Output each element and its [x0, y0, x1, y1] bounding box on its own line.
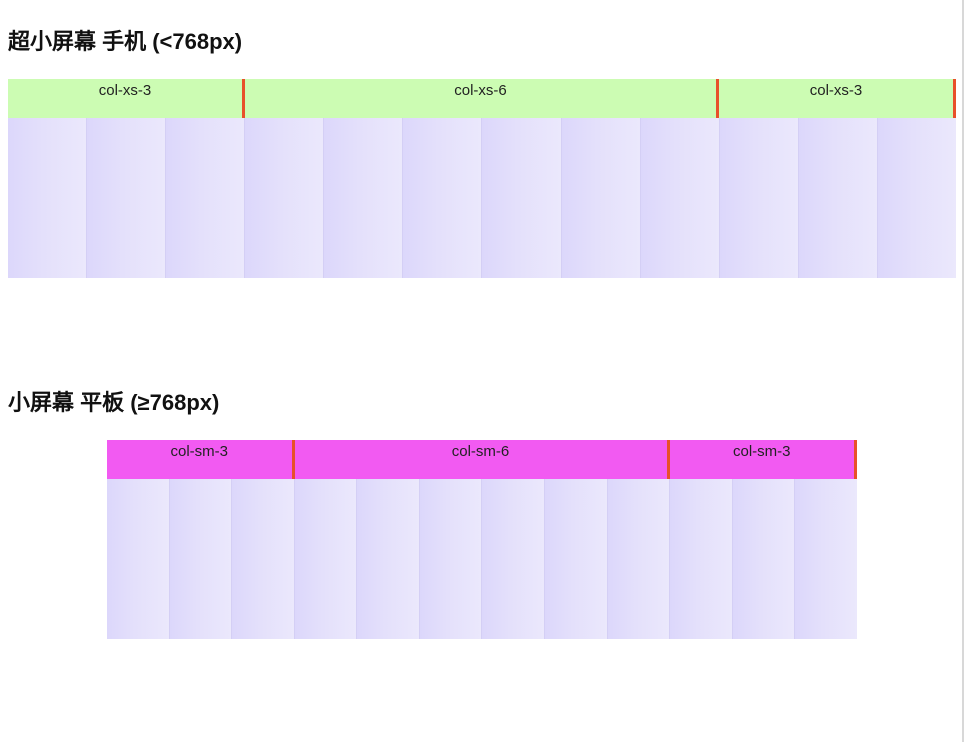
col-sm-3-left: col-sm-3: [107, 440, 295, 479]
grid-stripe: [795, 479, 857, 639]
grid-stripe: [245, 118, 325, 278]
grid-stripe: [561, 118, 641, 278]
grid-stripe: [107, 479, 170, 639]
col-sm-6-center: col-sm-6: [295, 440, 670, 479]
grid-stripe: [732, 479, 796, 639]
grid-stripe: [324, 118, 404, 278]
column-label: col-xs-3: [98, 82, 152, 99]
column-label-row: col-sm-3 col-sm-6 col-sm-3: [107, 440, 857, 479]
grid-stripes-xs: [8, 118, 956, 278]
section-heading-xs: 超小屏幕 手机 (<768px): [8, 29, 243, 54]
column-label: col-xs-3: [809, 82, 863, 99]
grid-stripes-sm: [107, 479, 857, 639]
grid-stripe: [670, 479, 733, 639]
window-edge: [962, 0, 964, 742]
column-label: col-sm-3: [732, 443, 791, 460]
grid-stripe: [545, 479, 608, 639]
grid-stripe: [640, 118, 720, 278]
grid-stripe: [166, 118, 246, 278]
grid-demo-xs: col-xs-3 col-xs-6 col-xs-3: [8, 79, 956, 278]
grid-stripe: [87, 118, 167, 278]
col-xs-6-center: col-xs-6: [245, 79, 719, 118]
grid-stripe: [8, 118, 88, 278]
grid-stripe: [482, 118, 562, 278]
column-label: col-sm-6: [451, 443, 510, 460]
grid-stripe: [403, 118, 483, 278]
column-label: col-sm-3: [170, 443, 228, 460]
col-xs-3-left: col-xs-3: [8, 79, 245, 118]
grid-stripe: [419, 479, 483, 639]
grid-stripe: [607, 479, 671, 639]
grid-stripe: [798, 118, 878, 278]
grid-stripe: [232, 479, 295, 639]
col-xs-3-right: col-xs-3: [719, 79, 956, 118]
grid-stripe: [482, 479, 546, 639]
col-sm-3-right: col-sm-3: [670, 440, 857, 479]
section-heading-sm: 小屏幕 平板 (≥768px): [8, 390, 220, 415]
grid-stripe: [357, 479, 420, 639]
grid-stripe: [169, 479, 233, 639]
grid-stripe: [294, 479, 358, 639]
grid-stripe: [719, 118, 799, 278]
grid-demo-sm: col-sm-3 col-sm-6 col-sm-3: [107, 440, 857, 639]
grid-stripe: [877, 118, 956, 278]
column-label-row: col-xs-3 col-xs-6 col-xs-3: [8, 79, 956, 118]
column-label: col-xs-6: [454, 82, 507, 99]
